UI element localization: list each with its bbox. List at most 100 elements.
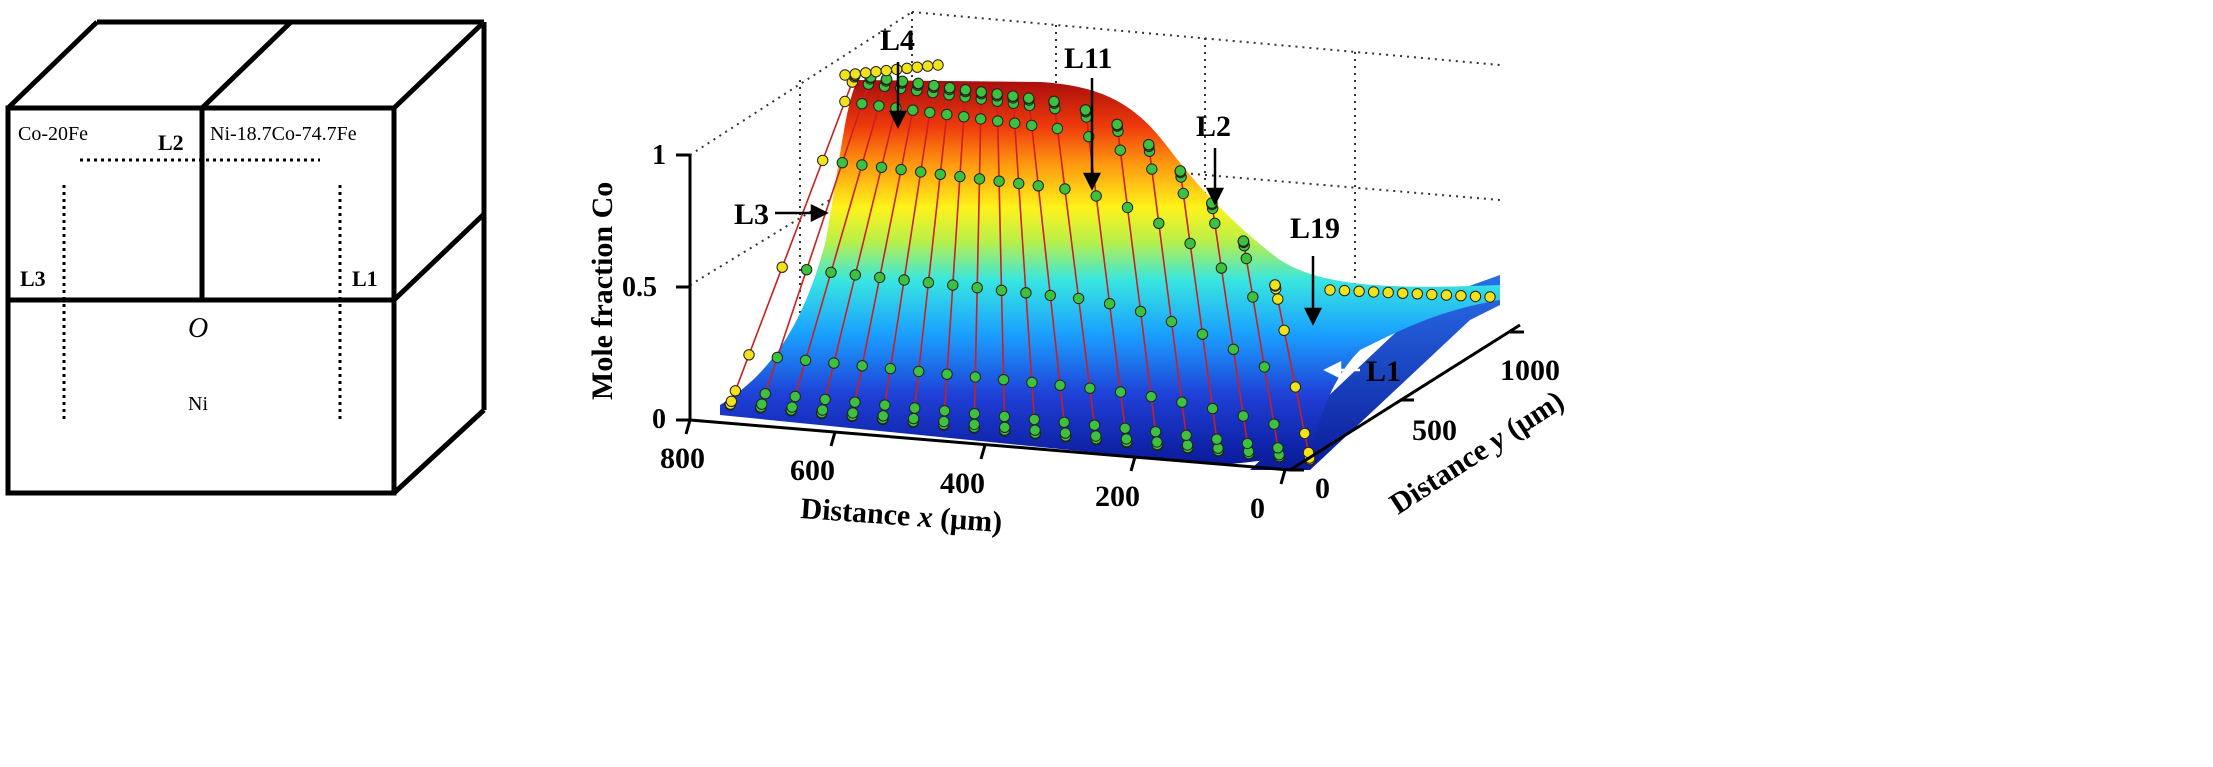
data-point	[849, 269, 861, 281]
data-point	[1215, 262, 1228, 274]
axes	[676, 153, 1521, 472]
arrowhead-L2	[1205, 187, 1225, 206]
surface-main	[720, 80, 1500, 465]
data-point	[1134, 305, 1147, 318]
data-point	[860, 67, 872, 79]
arrowhead-L4	[888, 110, 908, 129]
data-point	[999, 421, 1011, 433]
x-tick-label: 800	[660, 442, 705, 475]
y-axis-title: Distance y (μm)	[1384, 384, 1570, 521]
annotation-L1: L1	[1366, 355, 1401, 388]
cube-edge-bottom-right	[392, 408, 486, 495]
data-point	[1240, 252, 1253, 265]
data-point	[856, 98, 868, 110]
data-point	[1145, 390, 1157, 403]
data-point	[998, 410, 1011, 423]
data-point	[997, 374, 1010, 386]
data-point	[1084, 382, 1096, 394]
data-point	[1299, 427, 1311, 440]
region-label-top-right: Ni-18.7Co-74.7Fe	[210, 123, 357, 145]
data-point	[725, 395, 738, 407]
data-point	[1237, 410, 1250, 422]
data-point	[1058, 416, 1070, 428]
data-point	[922, 60, 934, 72]
data-point	[743, 349, 755, 361]
data-point	[771, 351, 783, 364]
line-label-L3: L3	[20, 266, 46, 291]
data-point	[1051, 122, 1064, 135]
x-tick	[829, 431, 837, 447]
data-point	[991, 88, 1003, 100]
data-point	[1165, 315, 1178, 328]
data-point	[879, 399, 891, 411]
data-point	[1020, 287, 1032, 299]
data-point	[913, 365, 925, 378]
z-tick-label: 0	[652, 404, 666, 435]
annotations	[775, 62, 1360, 380]
data-point	[1324, 284, 1336, 296]
data-point	[1143, 139, 1155, 151]
annotation-L11: L11	[1064, 42, 1112, 75]
data-point	[1176, 396, 1188, 408]
data-point	[1247, 291, 1259, 303]
x-tick-label: 0	[1250, 492, 1265, 525]
x-tick	[684, 419, 692, 435]
data-point	[941, 108, 953, 121]
data-point	[969, 371, 981, 383]
data-point	[1206, 402, 1219, 415]
annotation-L4: L4	[880, 24, 915, 57]
cube-diagram	[5, 19, 487, 496]
data-point	[1269, 279, 1281, 291]
arrowhead-L19	[1303, 307, 1323, 326]
data-point	[944, 82, 956, 94]
data-point	[849, 68, 861, 80]
data-point	[776, 261, 788, 273]
data-point	[1397, 287, 1409, 299]
data-point	[1153, 217, 1165, 230]
data-point	[971, 282, 983, 294]
data-point	[873, 100, 885, 112]
x-axis-title-prefix: Distance	[800, 492, 920, 533]
data-point	[836, 157, 848, 169]
data-point	[789, 390, 801, 403]
data-point	[938, 415, 950, 428]
data-point	[759, 388, 771, 400]
data-point	[884, 362, 897, 375]
data-point	[1026, 376, 1038, 389]
data-point	[1426, 288, 1438, 301]
data-point	[938, 405, 951, 417]
data-point	[1181, 439, 1194, 451]
arrowhead-L11	[1082, 172, 1102, 191]
y-ticks	[1290, 330, 1524, 472]
data-point	[875, 161, 888, 174]
annotation-L2: L2	[1196, 110, 1231, 143]
data-point	[1278, 324, 1290, 336]
data-point	[947, 279, 959, 291]
x-tick	[1129, 456, 1137, 472]
data-point	[1090, 190, 1102, 202]
region-label-top-left: Co-20Fe	[18, 123, 88, 145]
data-point	[895, 163, 907, 176]
data-point	[1072, 292, 1085, 305]
data-point	[856, 360, 868, 372]
region-label-bottom: Ni	[188, 393, 208, 415]
data-point	[1059, 427, 1072, 439]
data-point	[817, 154, 829, 167]
data-point	[934, 168, 946, 181]
data-point	[968, 418, 980, 431]
data-point	[1289, 381, 1302, 393]
data-point	[975, 86, 987, 98]
data-point	[1146, 163, 1158, 175]
data-point	[959, 84, 972, 96]
data-point	[1079, 104, 1092, 116]
data-point	[898, 274, 910, 286]
line-label-L1: L1	[352, 266, 378, 291]
data-point	[1013, 177, 1025, 190]
x-axis-line	[689, 418, 1291, 472]
data-point	[1088, 419, 1101, 431]
data-point	[928, 79, 940, 92]
data-point	[909, 402, 921, 414]
x-axis-title-unit: (μm)	[932, 501, 1004, 539]
data-point	[973, 173, 986, 185]
x-tick-label: 400	[940, 467, 985, 500]
